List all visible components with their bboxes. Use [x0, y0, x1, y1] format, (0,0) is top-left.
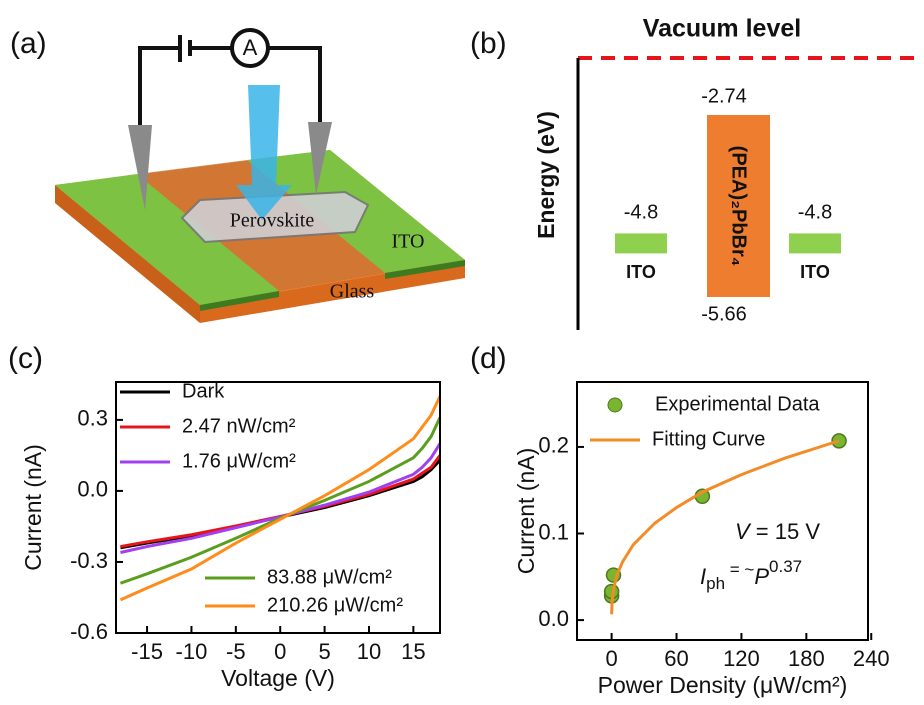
electrode-level — [615, 233, 667, 253]
electrode-name: ITO — [800, 262, 830, 282]
legend-marker — [608, 398, 622, 412]
electrode-name: ITO — [626, 262, 656, 282]
x-tick-label: 0 — [605, 646, 617, 671]
x-tick-label: -10 — [176, 639, 208, 664]
annotation: V = 15 V — [735, 519, 820, 544]
annotation-part: P — [754, 564, 769, 589]
electrode-level — [789, 233, 841, 253]
y-tick-label: 0.1 — [538, 519, 569, 544]
material-label: (PEA)₂PbBr₄ — [728, 146, 750, 267]
panel-label: (a) — [10, 27, 47, 60]
annotation: Iph = ~P0.37 — [700, 557, 802, 593]
legend-label: 83.88 μW/cm² — [267, 566, 392, 588]
sample-label: Perovskite — [230, 210, 315, 232]
x-tick-label: 60 — [664, 646, 688, 671]
y-tick-label: -0.6 — [70, 619, 108, 644]
annotation-part: 0.37 — [769, 557, 802, 576]
series-line — [120, 418, 440, 584]
legend-label: Dark — [182, 380, 225, 402]
legend-label: Fitting Curve — [652, 428, 765, 450]
level-label: -5.66 — [701, 303, 747, 325]
level-label: -4.8 — [624, 202, 658, 224]
page: (a) A Perovskite ITO Glass (b) Vacuum le… — [0, 0, 924, 700]
legend-label: Experimental Data — [655, 393, 820, 415]
annotation-part: = 15 V — [750, 519, 821, 544]
x-tick-label: -5 — [226, 639, 246, 664]
ammeter-label: A — [243, 35, 258, 60]
x-axis-label: Power Density (μW/cm²) — [598, 672, 848, 698]
y-axis-label: Current (nA) — [513, 448, 539, 575]
level-label: -2.74 — [701, 85, 747, 107]
plot-frame — [577, 382, 868, 640]
series-line — [120, 460, 440, 548]
panel-label: (b) — [470, 27, 507, 60]
annotation-part: = ~ — [725, 560, 754, 579]
x-tick-label: 0 — [274, 639, 286, 664]
energy-diagram: (b) Vacuum level Energy (eV) — [470, 15, 918, 330]
y-tick-label: 0.0 — [77, 477, 108, 502]
y-tick-label: 0.2 — [538, 433, 569, 458]
y-tick-label: 0.3 — [77, 406, 108, 431]
panel-label: (d) — [470, 342, 507, 375]
legend-label: 2.47 nW/cm² — [182, 415, 296, 437]
x-axis-label: Voltage (V) — [221, 665, 335, 691]
substrate-label: Glass — [330, 281, 375, 303]
y-axis-label: Energy (eV) — [533, 111, 559, 239]
level-label: -4.8 — [798, 202, 832, 224]
annotation-part: ph — [706, 574, 725, 593]
y-tick-label: -0.3 — [70, 548, 108, 573]
x-tick-label: 5 — [318, 639, 330, 664]
x-tick-label: 180 — [788, 646, 825, 671]
x-tick-label: 10 — [357, 639, 381, 664]
panel-label: (c) — [8, 342, 43, 375]
y-axis-label: Current (nA) — [20, 444, 46, 571]
x-tick-label: -15 — [131, 639, 163, 664]
wire — [140, 48, 178, 125]
x-tick-label: 15 — [401, 639, 425, 664]
vacuum-title: Vacuum level — [643, 15, 801, 43]
legend-label: 1.76 μW/cm² — [182, 450, 296, 472]
y-tick-label: 0.0 — [538, 606, 569, 631]
x-tick-label: 240 — [853, 646, 890, 671]
device-illustration: (a) A Perovskite ITO Glass — [10, 27, 465, 323]
x-tick-label: 120 — [723, 646, 760, 671]
figure: (a) A Perovskite ITO Glass (b) Vacuum le… — [0, 0, 924, 700]
electrode-label: ITO — [392, 231, 425, 253]
legend-label: 210.26 μW/cm² — [267, 594, 403, 616]
